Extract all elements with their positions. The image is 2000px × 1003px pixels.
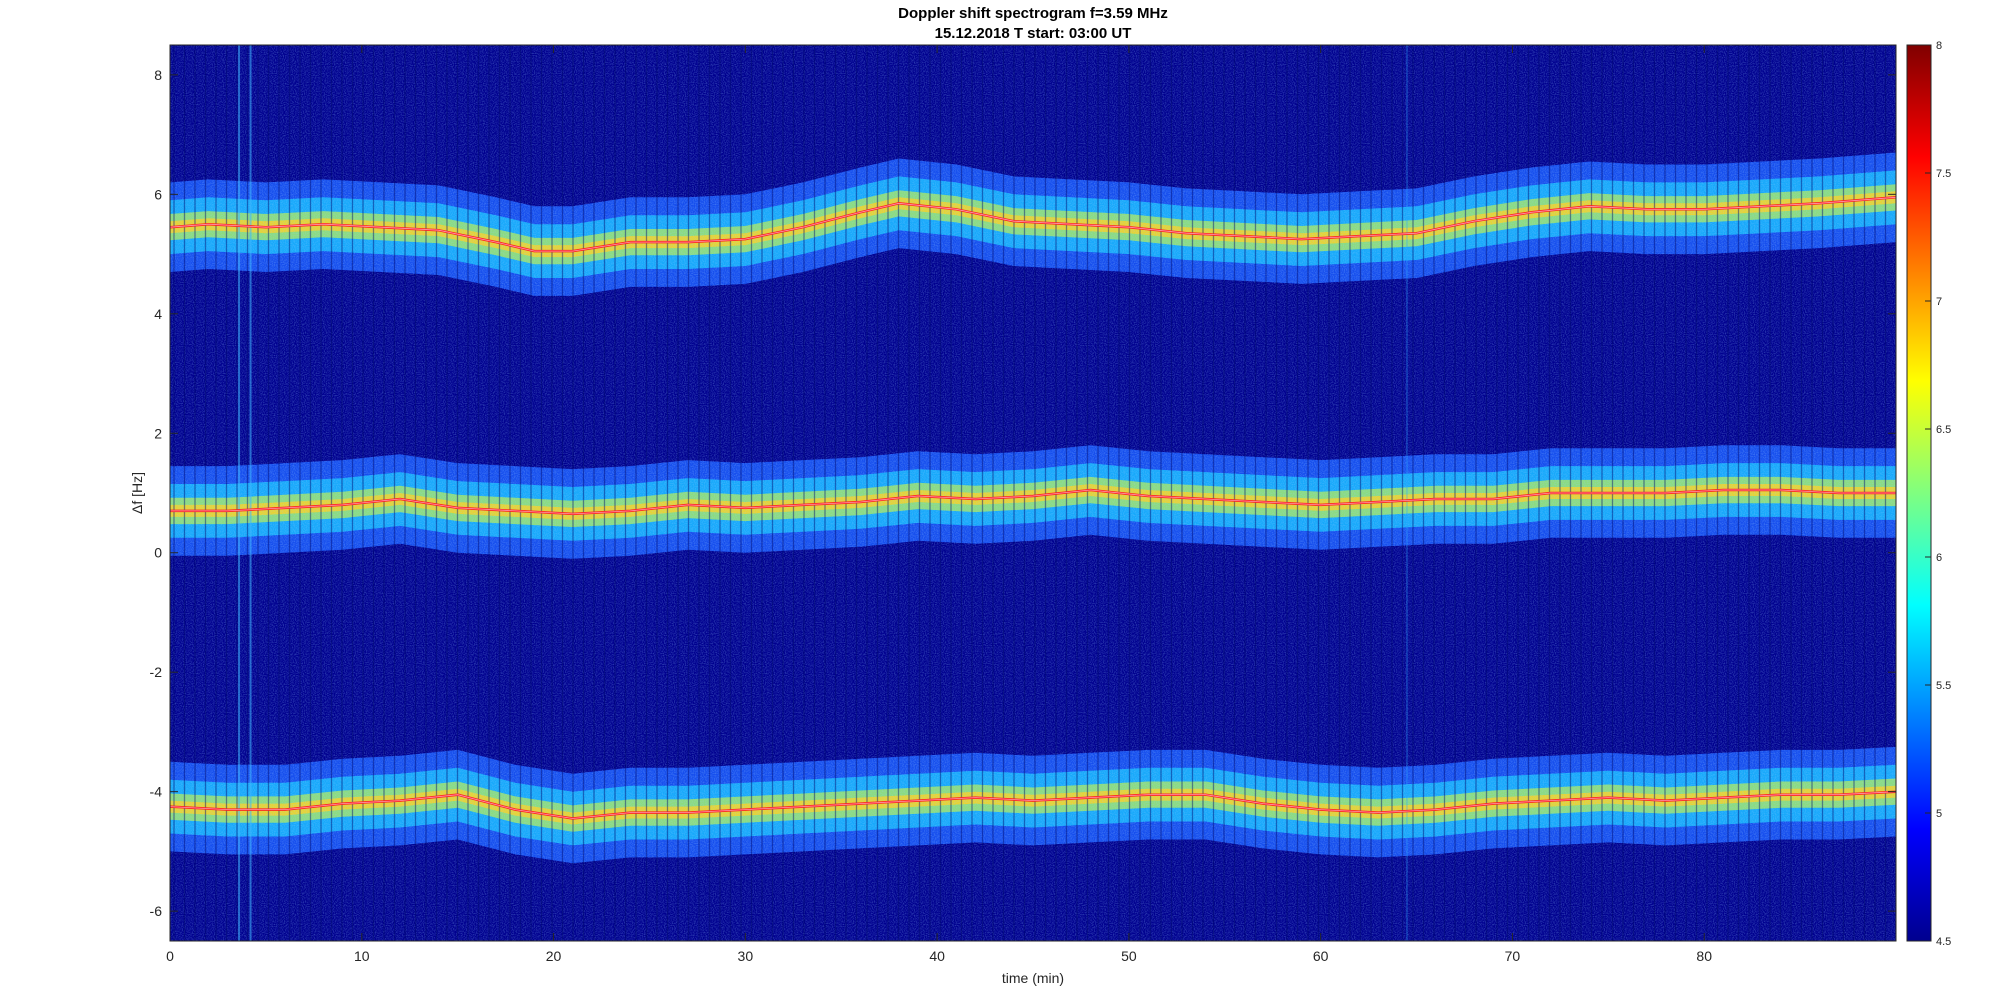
plot-area (170, 45, 1896, 941)
colorbar: 4.5 5 5.5 6 6.5 7 7.5 8 (1906, 40, 1951, 948)
y-tick-label: -2 (150, 664, 163, 680)
x-axis-label: time (min) (1002, 970, 1064, 986)
series-line-core (170, 196, 1896, 252)
colorbar-tick-label: 7.5 (1936, 168, 1951, 180)
colorbar-scale (1906, 44, 1932, 942)
chart-subtitle: 15.12.2018 T start: 03:00 UT (935, 25, 1132, 42)
y-tick-label: 4 (154, 306, 162, 322)
y-tick-label: 6 (154, 186, 162, 202)
series-layer (170, 196, 1896, 820)
y-axis: -6 -4 -2 0 2 4 6 8 (150, 67, 1896, 919)
x-tick-label: 50 (1121, 948, 1137, 964)
colorbar-tick-label: 5 (1936, 808, 1942, 820)
series-line-core (170, 489, 1896, 515)
chart-title-group: Doppler shift spectrogram f=3.59 MHz 15.… (898, 5, 1168, 42)
y-axis-label: Δf [Hz] (129, 472, 145, 514)
y-tick-label: 8 (154, 67, 162, 83)
x-tick-label: 40 (929, 948, 945, 964)
colorbar-tick-label: 6.5 (1936, 424, 1951, 436)
colorbar-ticks: 4.5 5 5.5 6 6.5 7 7.5 8 (1925, 40, 1951, 948)
colorbar-tick-label: 7 (1936, 296, 1942, 308)
x-tick-label: 70 (1505, 948, 1521, 964)
x-tick-label: 20 (546, 948, 562, 964)
x-tick-label: 80 (1696, 948, 1712, 964)
x-axis: 0 10 20 30 40 50 60 70 80 (166, 45, 1712, 964)
plot-frame (169, 44, 1897, 942)
y-tick-label: -6 (150, 903, 163, 919)
y-tick-label: 0 (154, 545, 162, 561)
colorbar-tick-label: 4.5 (1936, 936, 1951, 948)
stripe-layer (173, 45, 1887, 941)
colorbar-tick-label: 8 (1936, 40, 1942, 52)
colorbar-tick-label: 6 (1936, 552, 1942, 564)
series-line-core (170, 791, 1896, 819)
x-tick-label: 10 (354, 948, 370, 964)
x-tick-label: 0 (166, 948, 174, 964)
x-tick-label: 60 (1313, 948, 1329, 964)
chart-title: Doppler shift spectrogram f=3.59 MHz (898, 5, 1168, 22)
colorbar-tick-label: 5.5 (1936, 680, 1951, 692)
x-tick-label: 30 (738, 948, 754, 964)
y-tick-label: 2 (154, 425, 162, 441)
y-tick-label: -4 (150, 784, 163, 800)
